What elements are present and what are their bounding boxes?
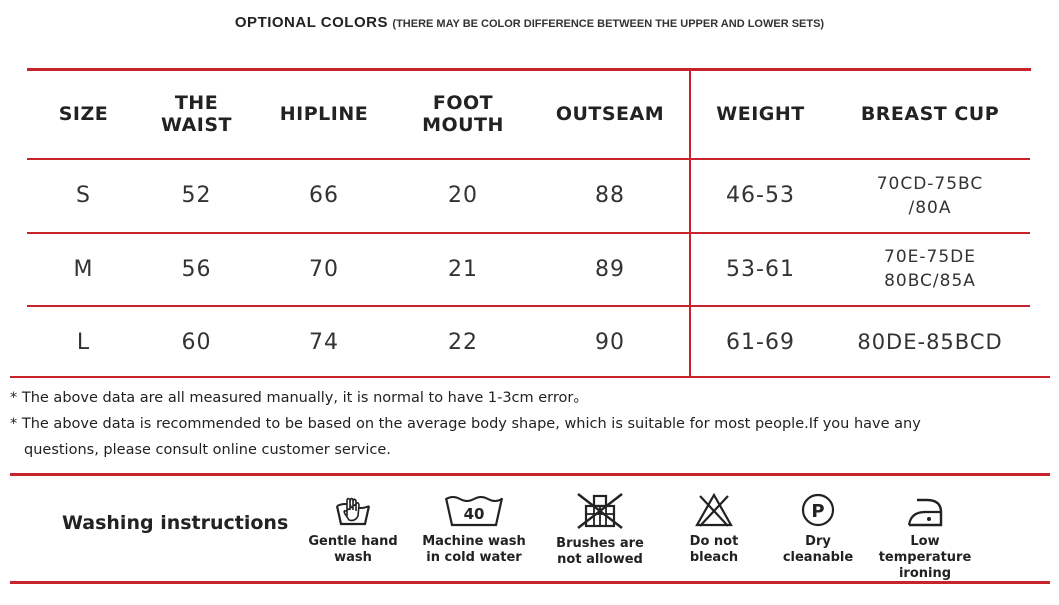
wash-item-line-2: not allowed bbox=[557, 552, 643, 567]
hand-wash-icon bbox=[335, 497, 371, 526]
wash-item-line-1: Machine wash bbox=[422, 534, 526, 549]
note-2: * The above data is recommended to be ba… bbox=[10, 416, 921, 432]
cell-breast-cup: 70CD-75BC /80A bbox=[830, 158, 1030, 233]
washing-instructions-label: Washing instructions bbox=[62, 512, 289, 534]
wash-item-dry-clean: P Dry cleanable bbox=[776, 492, 860, 566]
wash-item-iron: Low temperature ironing bbox=[862, 492, 988, 582]
cell-size: L bbox=[27, 304, 140, 378]
washing-top-rule bbox=[10, 473, 1050, 476]
do-not-bleach-icon bbox=[695, 492, 733, 527]
cell-waist: 60 bbox=[140, 304, 253, 378]
low-temp-iron-icon bbox=[907, 498, 943, 527]
wash-item-line-2: bleach bbox=[689, 550, 739, 565]
cell-foot-mouth: 21 bbox=[395, 231, 531, 306]
table-row: M 56 70 21 89 53-61 70E-75DE 80BC/85A bbox=[27, 231, 1030, 306]
column-header-hipline: HIPLINE bbox=[279, 103, 369, 126]
table-top-rule bbox=[27, 68, 1031, 71]
machine-wash-40-icon: 40 bbox=[444, 496, 504, 527]
cell-outseam: 88 bbox=[531, 158, 690, 233]
cell-hipline: 74 bbox=[253, 304, 395, 378]
dry-clean-p-icon: P bbox=[801, 493, 835, 527]
column-header-waist: THE WAIST bbox=[160, 92, 233, 137]
wash-item-no-brush: Brushes are not allowed bbox=[548, 492, 652, 568]
cell-waist: 52 bbox=[140, 158, 253, 233]
wash-item-line-1: Low temperature bbox=[878, 534, 972, 565]
column-header-size: SIZE bbox=[58, 103, 109, 126]
wash-item-line-1: Dry bbox=[805, 534, 831, 549]
washing-bottom-rule bbox=[10, 581, 1050, 584]
cell-breast-cup: 70E-75DE 80BC/85A bbox=[830, 231, 1030, 306]
note-2-continued: questions, please consult online custome… bbox=[24, 442, 391, 458]
column-header-weight: WEIGHT bbox=[689, 70, 830, 160]
wash-item-line-2: cleanable bbox=[782, 550, 854, 565]
table-row: S 52 66 20 88 46-53 70CD-75BC /80A bbox=[27, 158, 1030, 233]
dry-clean-letter: P bbox=[811, 501, 824, 522]
cell-breast-cup: 80DE-85BCD bbox=[830, 304, 1030, 378]
wash-item-line-1: Do not bbox=[689, 534, 739, 549]
table-row: L 60 74 22 90 61-69 80DE-85BCD bbox=[27, 304, 1030, 378]
cell-weight: 46-53 bbox=[689, 158, 830, 233]
wash-temperature: 40 bbox=[464, 505, 485, 523]
cell-size: S bbox=[27, 158, 140, 233]
cell-weight: 61-69 bbox=[689, 304, 830, 378]
measurement-notes: * The above data are all measured manual… bbox=[10, 385, 1050, 463]
page-title: OPTIONAL COLORS (THERE MAY BE COLOR DIFF… bbox=[0, 14, 1059, 32]
column-header-breast-cup: BREAST CUP bbox=[860, 103, 1000, 126]
cell-foot-mouth: 22 bbox=[395, 304, 531, 378]
cup-line-1: 70CD-75BC bbox=[876, 173, 984, 194]
cell-hipline: 70 bbox=[253, 231, 395, 306]
wash-item-no-bleach: Do not bleach bbox=[672, 492, 756, 566]
cup-line-1: 80DE-85BCD bbox=[857, 330, 1003, 355]
title-main: OPTIONAL COLORS bbox=[234, 14, 388, 31]
note-1: * The above data are all measured manual… bbox=[10, 390, 588, 406]
cell-waist: 56 bbox=[140, 231, 253, 306]
cell-outseam: 90 bbox=[531, 304, 690, 378]
cell-weight: 53-61 bbox=[689, 231, 830, 306]
cell-size: M bbox=[27, 231, 140, 306]
cup-line-1: 70E-75DE bbox=[884, 247, 976, 268]
cup-line-2: 80BC/85A bbox=[884, 271, 976, 292]
column-header-foot-mouth: FOOT MOUTH bbox=[422, 92, 504, 137]
column-header-outseam: OUTSEAM bbox=[555, 103, 665, 126]
wash-item-line-1: Brushes are bbox=[556, 536, 644, 551]
wash-item-line-1: Gentle hand bbox=[308, 534, 398, 549]
wash-item-line-2: ironing bbox=[898, 566, 952, 581]
wash-item-machine: 40 Machine wash in cold water bbox=[419, 492, 529, 566]
cell-hipline: 66 bbox=[253, 158, 395, 233]
wash-item-hand: Gentle hand wash bbox=[303, 492, 403, 566]
size-table: SIZE THE WAIST HIPLINE FOOT MOUTH OUTSEA… bbox=[27, 70, 1030, 378]
table-header-row: SIZE THE WAIST HIPLINE FOOT MOUTH OUTSEA… bbox=[27, 70, 1030, 160]
wash-item-line-2: in cold water bbox=[426, 550, 522, 565]
wash-item-line-2: wash bbox=[334, 550, 372, 565]
title-subtitle: (THERE MAY BE COLOR DIFFERENCE BETWEEN T… bbox=[392, 18, 825, 30]
cell-foot-mouth: 20 bbox=[395, 158, 531, 233]
no-brush-icon bbox=[577, 493, 623, 529]
cell-outseam: 89 bbox=[531, 231, 690, 306]
cup-line-2: /80A bbox=[908, 197, 952, 218]
